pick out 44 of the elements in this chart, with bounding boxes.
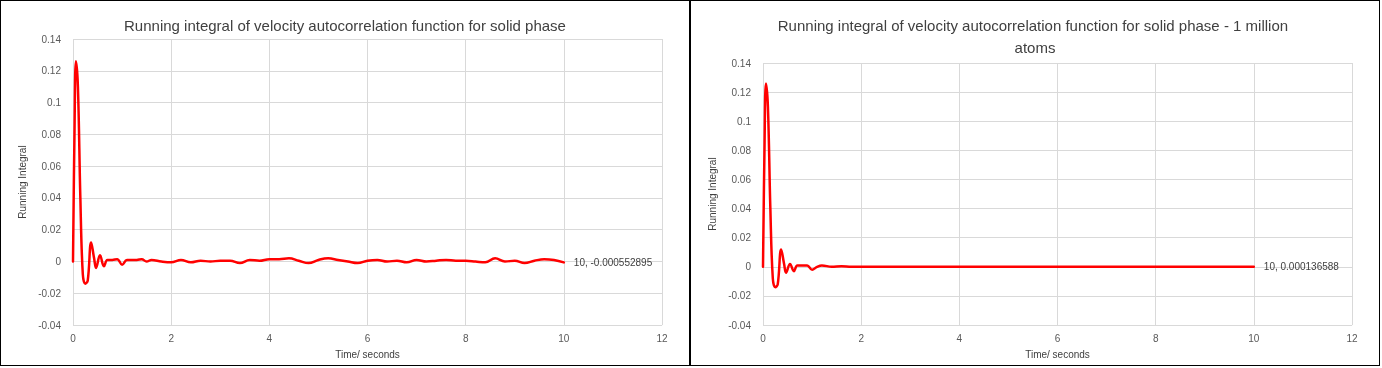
x-tick-label: 12 [1346, 332, 1358, 344]
y-tick-label: 0 [55, 256, 62, 268]
y-tick-label: 0.02 [731, 232, 752, 244]
y-tick-label: 0.1 [737, 115, 752, 127]
x-tick-label: 10 [558, 332, 570, 344]
x-tick-label: 12 [656, 332, 668, 344]
x-tick-label: 6 [364, 332, 371, 344]
x-tick-label: 2 [168, 332, 175, 344]
y-tick-label: 0.04 [41, 192, 62, 204]
data-label: 10, 0.000136588 [1263, 261, 1340, 273]
x-tick-label: 0 [70, 332, 77, 344]
y-tick-label: -0.04 [38, 319, 62, 331]
x-tick-label: 2 [858, 332, 865, 344]
y-tick-label: -0.04 [728, 319, 752, 331]
y-tick-label: 0.12 [41, 65, 62, 77]
chart-title: Running integral of velocity autocorrelation function for solid phase - 1 million atoms [777, 16, 1293, 56]
x-tick-label: 0 [760, 332, 767, 344]
y-tick-label: -0.02 [728, 290, 752, 302]
y-tick-label: 0.1 [47, 97, 62, 109]
y-tick-label: 0.04 [731, 203, 752, 215]
y-tick-label: 0.02 [41, 224, 62, 236]
y-axis-title: Running Integral [706, 157, 718, 231]
y-tick-label: 0.12 [731, 86, 752, 98]
y-tick-label: 0 [745, 261, 752, 273]
x-tick-label: 6 [1054, 332, 1061, 344]
y-tick-label: 0.06 [41, 160, 62, 172]
x-tick-label: 4 [956, 332, 963, 344]
y-tick-label: -0.02 [38, 287, 62, 299]
y-tick-label: 0.14 [41, 33, 62, 45]
line-series [71, 60, 566, 286]
y-tick-label: 0.08 [731, 144, 752, 156]
y-tick-label: 0.08 [41, 128, 62, 140]
x-axis-title: Time/ seconds [335, 348, 400, 360]
x-axis-title: Time/ seconds [1025, 348, 1090, 360]
x-tick-label: 8 [462, 332, 469, 344]
y-tick-label: 0.06 [731, 173, 752, 185]
data-label: 10, -0.000552895 [573, 256, 653, 268]
chart-title: Running integral of velocity autocorrelation function for solid phase [124, 16, 566, 34]
y-tick-label: 0.14 [731, 57, 752, 69]
y-axis-title: Running Integral [16, 145, 28, 219]
x-tick-label: 8 [1152, 332, 1159, 344]
line-series [761, 82, 1256, 289]
x-tick-label: 10 [1248, 332, 1260, 344]
x-tick-label: 4 [266, 332, 273, 344]
